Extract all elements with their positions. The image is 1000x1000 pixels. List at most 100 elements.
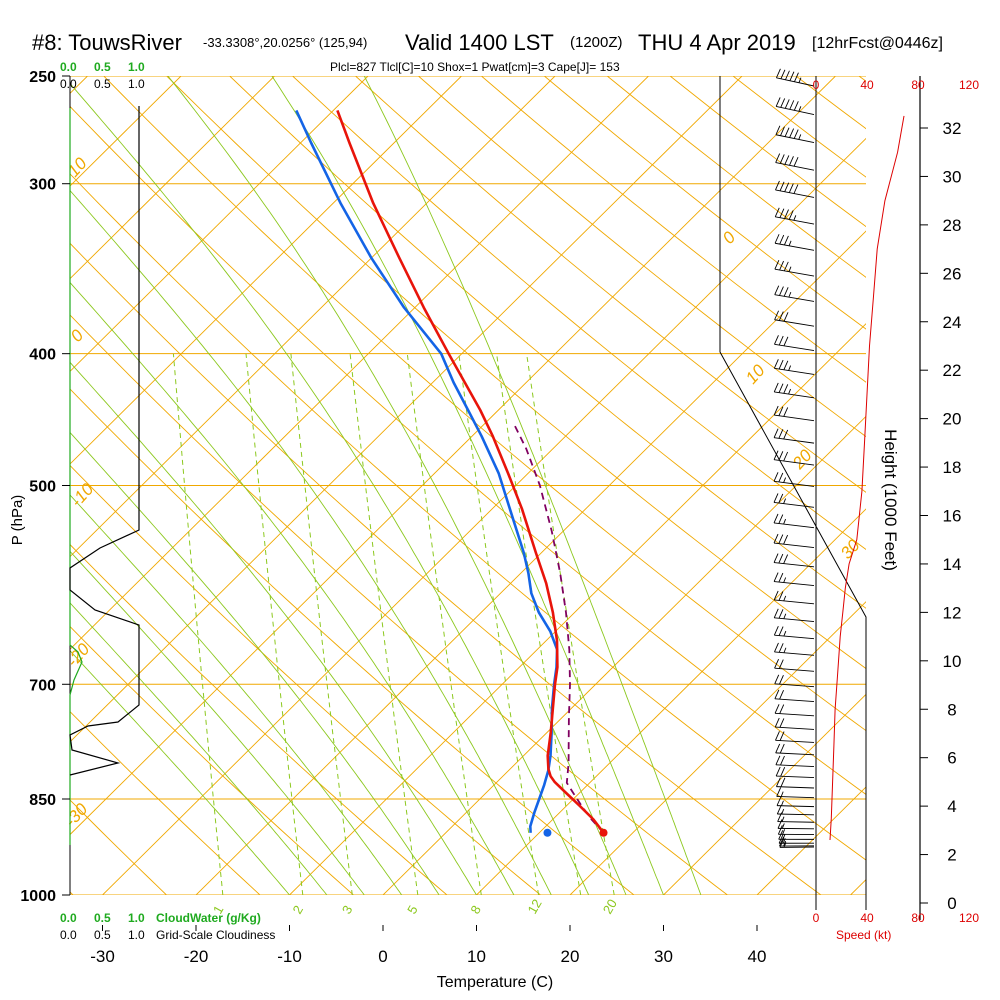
mixing-ratio-label-2: 3: [339, 903, 356, 917]
cloud-water-label: CloudWater (g/Kg): [156, 911, 261, 925]
parcel-trace: [512, 422, 605, 834]
mixing-ratio-label-5: 12: [525, 896, 545, 916]
wind-barb-feather-42-2: [784, 155, 790, 165]
height-label-32: 32: [943, 119, 962, 138]
wind-barb-staff-31: [774, 437, 815, 444]
wind-barb-half-24: [783, 577, 787, 583]
wind-barb-feather-31-1: [778, 429, 784, 439]
wind-barb-feather-37-2: [783, 287, 789, 297]
dry-adiabat-label-0: 10: [64, 154, 91, 181]
temp-label--10: -10: [277, 947, 302, 966]
wind-barb-half-37: [788, 291, 792, 298]
wind-barb-staff-26: [773, 542, 815, 548]
wind-scale-bot-40: 40: [860, 911, 874, 925]
cloud-scale-1: 0.5: [94, 911, 111, 925]
moist-adiabat-26: [167, 76, 627, 895]
wind-barb-feather-23-1: [778, 591, 784, 601]
wind-barb-feather-36-2: [783, 312, 789, 322]
wind-barb-staff-38: [774, 268, 815, 277]
wind-barb-staff-42: [775, 162, 815, 171]
wind-barb-feather-45-2: [785, 70, 790, 80]
wind-barb-feather-31-0: [773, 428, 779, 438]
wind-scale-bot-80: 80: [911, 911, 925, 925]
top-cover-scale-1: 0.5: [94, 77, 111, 91]
height-label-12: 12: [943, 603, 962, 622]
wind-barb-half-43: [798, 134, 802, 140]
zulu-time: (1200Z): [570, 34, 623, 51]
wind-barb-feather-3-0: [778, 830, 784, 840]
wind-barb-half-23: [783, 595, 787, 602]
moist-adiabat--2: [70, 550, 365, 895]
cover-scale-0: 0.0: [60, 928, 77, 942]
moist-adiabat-6: [70, 431, 440, 895]
wind-barb-feather-44-4: [793, 101, 799, 111]
dewpoint-surface-dot: [543, 828, 552, 837]
y-axis-label: P (hPa): [9, 495, 26, 546]
wind-barb-staff-21: [774, 634, 815, 640]
valid-date: THU 4 Apr 2019: [638, 30, 796, 55]
wind-barb-feather-27-0: [773, 513, 779, 524]
dry-adiabat-290: [70, 464, 541, 895]
wind-barb-staff-7: [777, 813, 815, 816]
wind-barb-feather-34-0: [773, 359, 779, 369]
dry-adiabat-label-3: -20: [63, 639, 94, 670]
moist-adiabat--6: [70, 602, 328, 895]
wind-barb-feather-15-1: [779, 718, 785, 728]
dry-adiabat-480: [922, 76, 1000, 895]
cover-scale-2: 1.0: [128, 928, 145, 942]
wind-barb-feather-41-3: [788, 183, 794, 193]
height-label-0: 0: [947, 894, 956, 913]
isotherm-30: [663, 693, 866, 895]
wind-barb-feather-11-1: [780, 767, 786, 777]
wind-barb-half-44: [798, 106, 802, 112]
wind-barb-feather-10-1: [780, 777, 786, 787]
height-label-26: 26: [943, 264, 962, 283]
top-cloud-scale-1: 0.5: [94, 60, 111, 74]
wind-barb-half-45: [798, 77, 802, 83]
wind-barb-half-6: [781, 816, 785, 822]
pressure-label-400: 400: [29, 347, 56, 364]
wind-barb-feather-40-1: [779, 208, 785, 218]
wind-barb-feather-41-4: [793, 184, 799, 194]
wind-barb-feather-21-1: [778, 626, 784, 636]
wind-barb-staff-39: [774, 242, 815, 251]
height-label-16: 16: [943, 507, 962, 526]
wind-barb-feather-18-0: [774, 674, 780, 684]
mixing-ratio-1: [172, 353, 224, 895]
isotherm--90: [70, 76, 369, 372]
isotherm-0: [382, 415, 866, 895]
wind-barb-feather-7-0: [776, 804, 782, 815]
wind-barb-staff-32: [774, 414, 815, 422]
isotherm-10: [476, 508, 866, 895]
height-label-4: 4: [947, 797, 956, 816]
wind-barb-feather-2-0: [778, 834, 784, 844]
isotherm--40: [70, 76, 836, 836]
temperature-trace: [336, 109, 605, 834]
isotherm-50: [850, 879, 866, 895]
hodo-boundary: [719, 76, 867, 910]
height-label-14: 14: [943, 555, 962, 574]
wind-barb-half-29: [783, 477, 787, 483]
dry-adiabat-470: [858, 76, 866, 82]
wind-barb-feather-45-3: [789, 71, 795, 81]
wind-barb-feather-30-1: [778, 451, 784, 461]
top-cover-scale-2: 1.0: [128, 77, 145, 91]
wind-barb-feather-18-1: [779, 674, 784, 685]
wind-barb-feather-43-3: [789, 128, 795, 138]
wind-barb-feather-40-3: [788, 210, 794, 220]
wind-barb-feather-36-1: [778, 311, 784, 321]
temp-label--30: -30: [90, 947, 115, 966]
wind-barb-feather-25-2: [783, 554, 789, 564]
wind-barb-feather-39-1: [779, 234, 785, 245]
wind-barb-feather-5-0: [777, 819, 783, 829]
wind-barb-feather-42-1: [779, 154, 785, 164]
plot-frame: [69, 76, 921, 920]
moist-adiabat-34: [363, 76, 702, 895]
wind-barb-half-34: [788, 365, 792, 371]
wind-barb-feather-32-1: [778, 406, 784, 416]
dry-adiabat-330: [70, 173, 866, 861]
mixing-ratio-20: [526, 353, 615, 895]
wind-barb-feather-39-0: [774, 234, 780, 244]
wind-barb-staff-24: [774, 581, 815, 587]
